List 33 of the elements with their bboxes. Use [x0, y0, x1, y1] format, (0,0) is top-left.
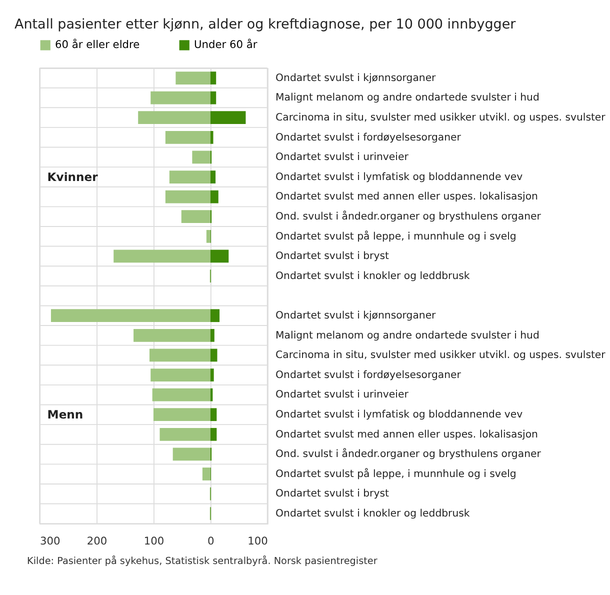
annotation: Kvinner	[47, 170, 98, 184]
y-tick-label: Ondartet svulst i knokler og leddbrusk	[276, 508, 470, 520]
x-tick-label: 100	[248, 534, 268, 548]
y-tick-label: Ondartet svulst i urinveier	[276, 152, 410, 164]
y-tick-label: Carcinoma in situ, svulster med usikker utvikl. og uspes. svulster	[276, 112, 606, 124]
y-tick-label: Ondartet svulst i bryst	[276, 251, 389, 262]
text: Kilde: Pasienter på sykehus, Statistisk sentralbyrå. Norsk pasientregister	[27, 555, 378, 568]
y-tick-label: Ond. svulst i åndedr.organer og brysthulens organer	[276, 210, 542, 223]
x-tick-label: 300	[40, 534, 61, 548]
y-tick-label: Ondartet svulst i bryst	[276, 488, 389, 500]
y-tick-label: Ondartet svulst med annen eller uspes. lokalisasjon	[276, 192, 538, 203]
y-tick-label: Ond. svulst i åndedr.organer og brysthulens organer	[276, 448, 542, 460]
y-tick-label: Ondartet svulst i knokler og leddbrusk	[276, 270, 470, 282]
y-tick-label: Ondartet svulst på leppe, i munnhule og i svelg	[276, 468, 516, 480]
y-tick-label: Malignt melanom og andre ondartede svulster i hud	[276, 92, 540, 104]
y-tick-label: Ondartet svulst i lymfatisk og bloddannende vev	[276, 409, 523, 420]
x-tick-label: 0	[208, 534, 215, 548]
y-tick-label: Ondartet svulst i fordøyelsesorganer	[276, 370, 462, 381]
legend-label: Under 60 år	[194, 38, 258, 52]
y-tick-label: Ondartet svulst med annen eller uspes. lokalisasjon	[276, 429, 538, 440]
chart-title: Antall pasienter etter kjønn, alder og kreftdiagnose, per 10 000 innbygger	[14, 16, 516, 32]
y-tick-label: Ondartet svulst i fordøyelsesorganer	[276, 132, 462, 144]
legend-label: 60 år eller eldre	[55, 38, 140, 52]
y-tick-label: Ondartet svulst i kjønnsorganer	[276, 310, 437, 322]
x-tick-label: 100	[144, 534, 164, 548]
y-tick-label: Ondartet svulst på leppe, i munnhule og i svelg	[276, 230, 516, 242]
annotation: Menn	[47, 408, 84, 422]
y-tick-label: Carcinoma in situ, svulster med usikker utvikl. og uspes. svulster	[276, 350, 606, 362]
x-tick-label: 200	[86, 534, 108, 548]
y-tick-label: Ondartet svulst i kjønnsorganer	[276, 72, 437, 84]
y-tick-label: Ondartet svulst i urinveier	[276, 390, 410, 401]
y-tick-label: Ondartet svulst i lymfatisk og bloddannende vev	[276, 172, 523, 183]
y-tick-label: Malignt melanom og andre ondartede svulster i hud	[276, 330, 540, 342]
